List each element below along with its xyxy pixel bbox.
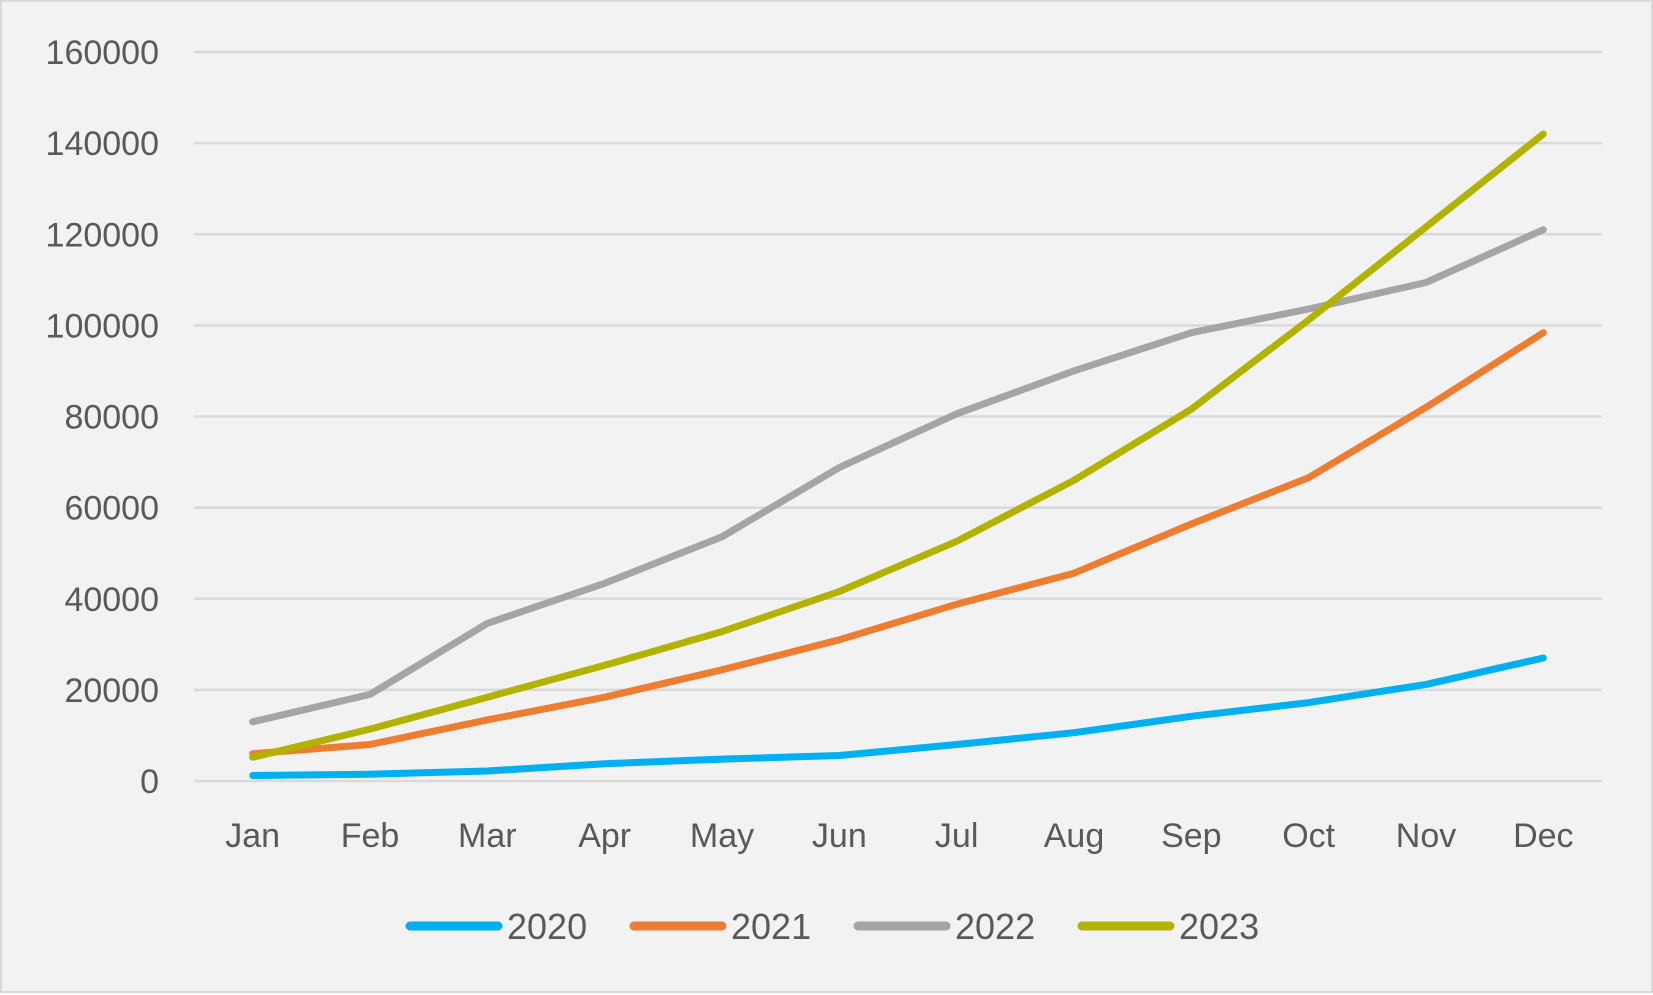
x-tick-label: Mar: [458, 817, 517, 855]
x-tick-label: Apr: [578, 817, 631, 855]
series-lines: [253, 134, 1544, 776]
legend-label: 2022: [955, 906, 1035, 947]
legend-label: 2021: [731, 906, 811, 947]
series-line-2022: [253, 230, 1544, 722]
x-tick-label: Jul: [935, 817, 978, 855]
legend-item-2023: 2023: [1082, 906, 1259, 947]
x-axis-tick-labels: Jan Feb Mar Apr May Jun Jul Aug Sep Oct Nov Dec: [225, 817, 1573, 855]
y-tick-label: 100000: [46, 307, 159, 345]
legend-label: 2023: [1179, 906, 1259, 947]
x-tick-label: Sep: [1161, 817, 1222, 855]
x-tick-label: May: [690, 817, 754, 855]
y-tick-label: 120000: [46, 216, 159, 254]
legend-item-2021: 2021: [634, 906, 811, 947]
y-tick-label: 40000: [64, 581, 159, 619]
series-line-2020: [253, 658, 1544, 776]
series-line-2023: [253, 134, 1544, 757]
y-tick-label: 160000: [46, 34, 159, 72]
legend-item-2022: 2022: [858, 906, 1035, 947]
x-tick-label: Dec: [1513, 817, 1573, 855]
x-tick-label: Jan: [225, 817, 280, 855]
x-tick-label: Oct: [1282, 817, 1335, 855]
x-tick-label: Nov: [1396, 817, 1456, 855]
y-tick-label: 80000: [64, 399, 159, 437]
y-tick-label: 20000: [64, 672, 159, 710]
legend-label: 2020: [507, 906, 587, 947]
legend-item-2020: 2020: [410, 906, 587, 947]
x-tick-label: Jun: [812, 817, 867, 855]
legend: 2020 2021 2022 2023: [410, 906, 1259, 947]
y-axis-tick-labels: 0 20000 40000 60000 80000 100000 120000 140000 1…: [46, 34, 159, 801]
y-tick-label: 0: [140, 763, 159, 801]
x-tick-label: Aug: [1044, 817, 1105, 855]
y-tick-label: 60000: [64, 490, 159, 528]
y-tick-label: 140000: [46, 125, 159, 163]
x-tick-label: Feb: [341, 817, 400, 855]
